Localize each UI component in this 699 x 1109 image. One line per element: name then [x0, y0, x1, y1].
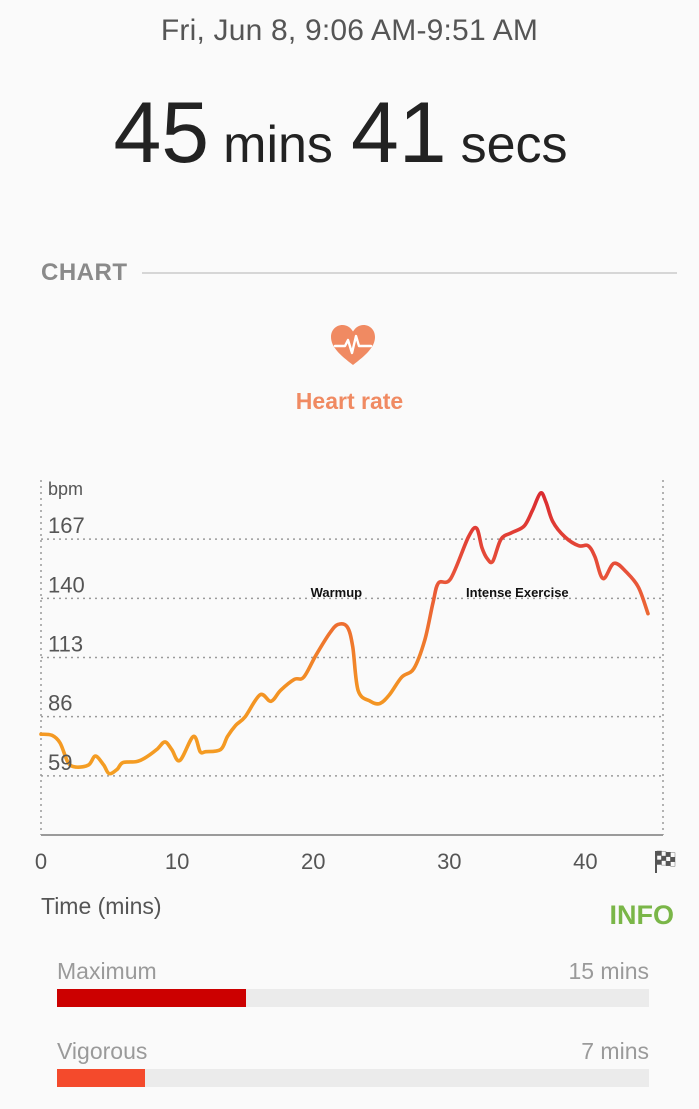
heart-rate-series-line — [39, 491, 650, 776]
zone-vigorous-fill — [57, 1069, 146, 1087]
workout-date-range: Fri, Jun 8, 9:06 AM-9:51 AM — [160, 14, 539, 47]
section-label: CHART — [41, 259, 128, 286]
x-tick-label-30: 30 — [437, 849, 461, 874]
x-tick-label-40: 40 — [573, 849, 597, 874]
zone-vigorous-track — [57, 1069, 649, 1087]
duration-minutes-unit: mins — [223, 116, 333, 174]
duration-minutes-value: 45 — [113, 85, 210, 181]
x-tick-label-20: 20 — [301, 849, 325, 874]
x-tick-label-0: 0 — [35, 849, 47, 874]
y-tick-label-113: 113 — [48, 632, 83, 657]
zone-maximum-name: Maximum — [57, 958, 157, 984]
annotation-0: Warmup — [311, 585, 363, 600]
heart-rate-title: Heart rate — [295, 388, 404, 414]
duration-seconds-value: 41 — [350, 85, 447, 181]
workout-duration: 45 mins 41 secs — [0, 84, 699, 183]
zone-maximum-fill — [57, 989, 246, 1007]
x-axis-title: Time (mins) — [41, 893, 162, 919]
checkered-flag-icon — [655, 850, 676, 873]
y-tick-label-140: 140 — [48, 572, 85, 597]
zone-maximum: Maximum 15 mins — [57, 958, 649, 1007]
zone-vigorous-time: 7 mins — [581, 1038, 649, 1064]
y-tick-label-86: 86 — [48, 691, 72, 716]
y-tick-label-167: 167 — [48, 513, 85, 538]
y-tick-label-59: 59 — [48, 750, 72, 775]
info-link[interactable]: INFO — [609, 900, 675, 930]
zone-vigorous: Vigorous 7 mins — [57, 1038, 649, 1087]
chart-section-header: CHART — [41, 256, 677, 290]
zone-maximum-track — [57, 989, 649, 1007]
heart-rate-chart: 59 86 113 140 167 bpm 0 10 20 30 40 Warmup Intense E… — [35, 479, 676, 874]
heart-pulse-icon — [331, 325, 375, 365]
y-axis-unit-label: bpm — [48, 479, 83, 499]
zone-maximum-time: 15 mins — [568, 958, 649, 984]
section-divider — [141, 272, 677, 274]
annotation-1: Intense Exercise — [466, 585, 569, 600]
duration-seconds-unit: secs — [460, 116, 568, 174]
zone-vigorous-name: Vigorous — [57, 1038, 148, 1064]
x-tick-label-10: 10 — [165, 849, 189, 874]
